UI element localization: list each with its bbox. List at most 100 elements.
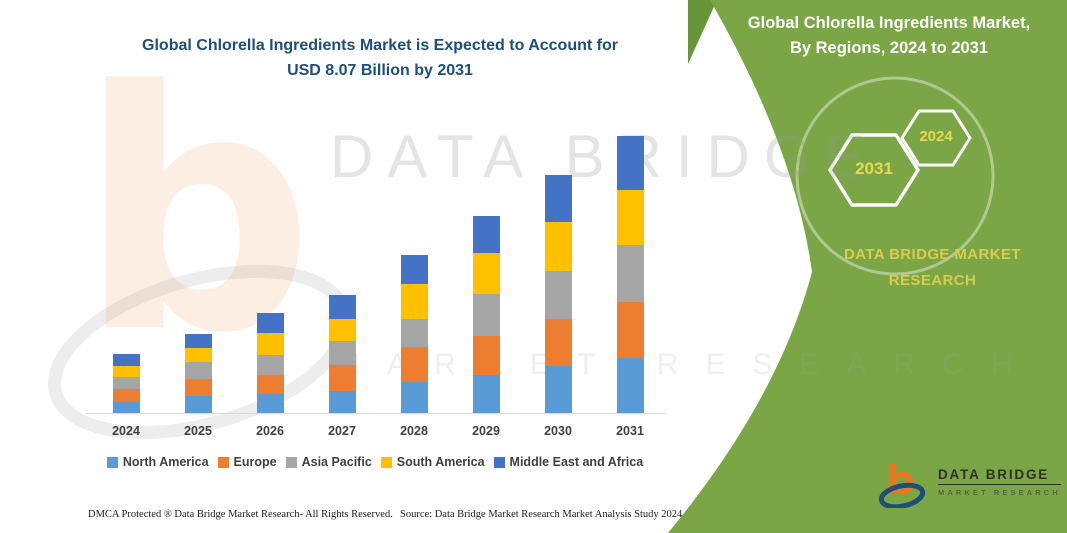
bar-segment-2024-europe	[112, 388, 140, 402]
bar-segment-2025-europe	[184, 378, 212, 396]
x-axis-label-2024: 2024	[112, 424, 140, 438]
legend-item-europe: Europe	[217, 455, 277, 469]
x-axis-line	[86, 413, 666, 414]
bar-segment-2026-europe	[256, 375, 284, 395]
dmca-footer-text: DMCA Protected ® Data Bridge Market Rese…	[88, 509, 393, 520]
x-axis-label-2026: 2026	[256, 424, 284, 438]
bar-stack-2024	[112, 353, 140, 413]
bar-segment-2027-middle-east-and-africa	[328, 294, 356, 319]
bar-column-2025	[162, 113, 234, 413]
bar-segment-2031-middle-east-and-africa	[616, 135, 644, 190]
bar-stack-2028	[400, 254, 428, 413]
dark-green-corner-triangle	[688, 0, 717, 64]
panel-brand-caption-line2: RESEARCH	[888, 271, 977, 289]
bar-segment-2027-north-america	[328, 391, 356, 413]
bar-segment-2031-north-america	[616, 358, 644, 413]
bar-stack-2026	[256, 313, 284, 413]
bar-stack-2025	[184, 334, 212, 413]
bar-column-2029	[450, 113, 522, 413]
panel-brand-caption-line1: DATA BRIDGE MARKET	[844, 246, 1021, 263]
legend-label: Asia Pacific	[301, 455, 372, 469]
bar-segment-2024-south-america	[112, 365, 140, 377]
bar-segment-2029-south-america	[472, 252, 500, 294]
bar-segment-2028-europe	[400, 346, 428, 382]
legend-label: Europe	[233, 455, 277, 469]
legend-swatch-icon	[106, 456, 118, 468]
bar-segment-2024-asia-pacific	[112, 376, 140, 389]
legend-swatch-icon	[493, 456, 505, 468]
bar-segment-2031-europe	[616, 301, 644, 358]
source-footer-text: Source: Data Bridge Market Research Mark…	[400, 509, 683, 520]
data-bridge-logo-icon: b	[878, 458, 926, 508]
decorative-circle-outline	[795, 76, 995, 276]
legend-label: North America	[122, 455, 209, 469]
bar-segment-2029-middle-east-and-africa	[472, 215, 500, 253]
x-axis-label-2030: 2030	[544, 424, 572, 438]
bar-segment-2028-middle-east-and-africa	[400, 254, 428, 284]
legend-item-middle-east-and-africa: Middle East and Africa	[493, 455, 644, 469]
bar-segment-2030-asia-pacific	[544, 270, 572, 319]
bar-stack-2027	[328, 294, 356, 413]
legend-swatch-icon	[380, 456, 392, 468]
x-axis-label-2025: 2025	[184, 424, 212, 438]
legend-item-south-america: South America	[380, 455, 485, 469]
hexagon-2024-icon	[900, 109, 972, 167]
bar-segment-2029-asia-pacific	[472, 293, 500, 336]
logo-swoosh	[878, 482, 926, 508]
panel-brand-caption: DATA BRIDGE MARKET RESEARCH	[795, 242, 1067, 293]
panel-title-line2: By Regions, 2024 to 2031	[789, 38, 989, 57]
data-bridge-logo: b DATA BRIDGE MARKET RESEARCH	[878, 456, 1061, 508]
x-axis-labels: 2024 2025 2026 2027 2028 2029 2030 2031	[90, 424, 666, 438]
bar-stack-2031	[616, 135, 644, 413]
legend-label: South America	[396, 455, 485, 469]
bar-segment-2031-asia-pacific	[616, 244, 644, 302]
bar-segment-2030-europe	[544, 318, 572, 366]
hexagon-year-2031: 2031	[855, 159, 893, 178]
panel-title: Global Chlorella Ingredients Market, By …	[728, 11, 1050, 61]
hexagon-2031-icon	[828, 133, 920, 207]
bar-stack-2029	[472, 215, 500, 413]
bar-segment-2025-south-america	[184, 348, 212, 363]
x-axis-label-2027: 2027	[328, 424, 356, 438]
bar-column-2030	[522, 113, 594, 413]
logo-name-text: DATA BRIDGE	[938, 467, 1061, 485]
bar-segment-2026-north-america	[256, 394, 284, 413]
bar-column-2024	[90, 113, 162, 413]
logo-subtext: MARKET RESEARCH	[938, 488, 1061, 497]
chart-legend: North America Europe Asia Pacific South Ame…	[80, 455, 670, 469]
bar-segment-2025-middle-east-and-africa	[184, 334, 212, 349]
bar-segment-2026-south-america	[256, 333, 284, 356]
legend-swatch-icon	[285, 456, 297, 468]
legend-item-asia-pacific: Asia Pacific	[285, 455, 372, 469]
panel-title-line1: Global Chlorella Ingredients Market,	[747, 14, 1031, 32]
legend-label: Middle East and Africa	[509, 455, 644, 469]
bar-segment-2028-asia-pacific	[400, 318, 428, 347]
bar-segment-2027-europe	[328, 364, 356, 391]
bar-segment-2030-north-america	[544, 365, 572, 413]
bar-segment-2026-middle-east-and-africa	[256, 313, 284, 334]
bar-column-2026	[234, 113, 306, 413]
svg-text:b: b	[886, 458, 915, 504]
bar-segment-2030-middle-east-and-africa	[544, 175, 572, 223]
bar-segment-2028-south-america	[400, 283, 428, 319]
bar-column-2028	[378, 113, 450, 413]
bar-segment-2028-north-america	[400, 382, 428, 413]
bar-segment-2029-europe	[472, 335, 500, 375]
x-axis-label-2028: 2028	[400, 424, 428, 438]
bar-segment-2029-north-america	[472, 374, 500, 413]
bar-segment-2024-north-america	[112, 402, 140, 413]
bar-segment-2030-south-america	[544, 222, 572, 271]
x-axis-label-2029: 2029	[472, 424, 500, 438]
chart-title: Global Chlorella Ingredients Market is E…	[70, 34, 690, 84]
bar-segment-2024-middle-east-and-africa	[112, 353, 140, 366]
bar-column-2031	[594, 113, 666, 413]
hexagon-year-2024: 2024	[919, 128, 953, 145]
chart-title-line1: Global Chlorella Ingredients Market is E…	[142, 37, 618, 54]
bar-segment-2027-south-america	[328, 318, 356, 341]
bar-stack-2030	[544, 175, 572, 413]
bar-segment-2026-asia-pacific	[256, 355, 284, 376]
x-axis-label-2031: 2031	[616, 424, 644, 438]
logo-text-block: DATA BRIDGE MARKET RESEARCH	[938, 467, 1061, 497]
